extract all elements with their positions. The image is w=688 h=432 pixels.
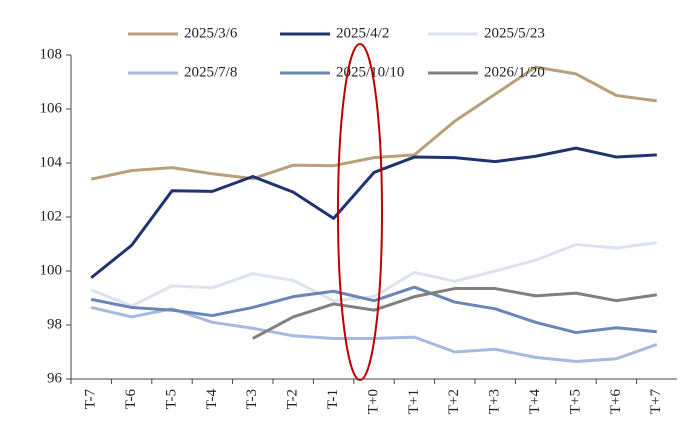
y-tick-label: 102 (40, 208, 63, 224)
x-tick-label: T+2 (446, 389, 462, 414)
x-tick-label: T+3 (487, 389, 503, 414)
y-tick-label: 106 (40, 100, 63, 116)
legend-label: 2025/5/23 (484, 25, 545, 41)
y-tick-label: 100 (40, 262, 63, 278)
legend-label: 2025/3/6 (184, 25, 238, 41)
series-line (252, 287, 658, 340)
legend-label: 2025/7/8 (184, 64, 237, 80)
series-line (90, 65, 657, 181)
x-tick-label: T-4 (204, 389, 220, 410)
legend-label: 2025/4/2 (336, 25, 389, 41)
series-line (90, 285, 657, 335)
x-tick-label: T+6 (608, 389, 624, 415)
x-tick-label: T-2 (285, 389, 301, 409)
x-tick-label: T+1 (406, 389, 422, 414)
series-line (90, 146, 657, 279)
x-tick-label: T+4 (527, 389, 543, 415)
y-tick-label: 104 (40, 154, 63, 170)
y-tick-label: 98 (47, 316, 62, 332)
legend-label: 2025/10/10 (336, 64, 404, 80)
x-tick-label: T-5 (163, 389, 179, 409)
x-tick-label: T+0 (365, 389, 381, 414)
y-tick-label: 96 (47, 370, 63, 386)
x-tick-label: T-1 (325, 389, 341, 409)
y-tick-label: 108 (40, 46, 63, 62)
x-tick-label: T+7 (648, 389, 664, 415)
series-line (90, 305, 658, 363)
legend-label: 2026/1/20 (484, 64, 545, 80)
highlight-ellipse (337, 43, 383, 381)
series-line (90, 241, 657, 308)
x-tick-label: T-7 (83, 389, 99, 410)
x-tick-label: T-6 (123, 389, 139, 410)
x-tick-label: T-3 (244, 389, 260, 409)
x-tick-label: T+5 (567, 389, 583, 414)
